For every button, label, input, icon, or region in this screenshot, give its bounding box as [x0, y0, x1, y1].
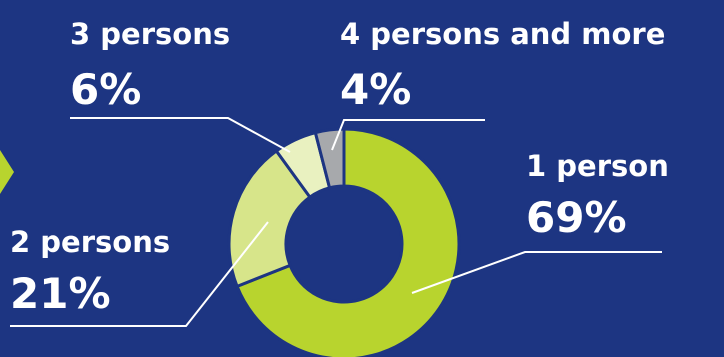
leader-line-1-person	[411, 251, 662, 294]
value-1-person: 69%	[526, 193, 627, 242]
label-4-persons: 4 persons and more	[340, 17, 665, 51]
label-3-persons: 3 persons	[70, 17, 230, 51]
value-2-persons: 21%	[10, 269, 111, 318]
leader-line-2-persons	[10, 221, 269, 327]
left-arrow-icon	[0, 150, 14, 194]
label-2-persons: 2 persons	[10, 225, 170, 259]
value-3-persons: 6%	[70, 65, 141, 114]
slice-4-persons	[313, 127, 346, 190]
leader-line-4-persons	[331, 119, 485, 151]
leader-line-3-persons	[70, 117, 291, 153]
slice-1-person	[235, 127, 461, 357]
label-1-person: 1 person	[526, 149, 669, 183]
value-4-persons: 4%	[340, 65, 411, 114]
